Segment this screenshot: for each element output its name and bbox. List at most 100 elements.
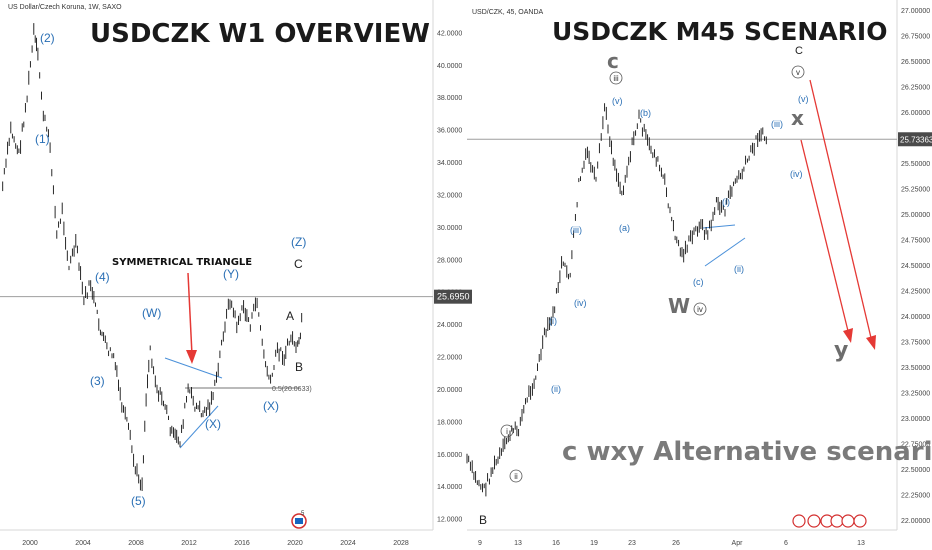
right-symbol-info: USD/CZK, 45, OANDA [472, 9, 544, 16]
svg-text:v: v [796, 68, 800, 77]
triangle-arrow [187, 272, 193, 356]
left-price-axis: 12.0000 14.0000 16.0000 18.0000 20.0000 22.00… [437, 30, 462, 523]
y-tick-label: 23.75000 [901, 339, 930, 346]
wave-label-A-left: A [286, 309, 294, 323]
right-price-label: 25.73363 [900, 135, 932, 144]
y-tick-label: 27.00000 [901, 8, 930, 15]
right-panel-bg [467, 0, 932, 550]
y-tick-label: 18.0000 [437, 419, 462, 426]
x-tick-label: 9 [478, 540, 482, 547]
scenario-arrow-1 [809, 79, 873, 343]
wave-label-Z: (Z) [291, 235, 306, 249]
wave-label-3: (3) [90, 374, 105, 388]
y-tick-label: 24.75000 [901, 238, 930, 245]
svg-text:5: 5 [301, 511, 305, 517]
wave-label-x: x [791, 106, 804, 130]
scenario-arrow-2 [800, 139, 850, 336]
left-price-series [2, 23, 303, 491]
x-tick-label: 2004 [75, 540, 91, 547]
y-tick-label: 40.0000 [437, 63, 462, 70]
wave-label-1: (1) [35, 132, 50, 146]
x-tick-label: 2012 [181, 540, 197, 547]
wave-label-W-right: W [668, 294, 690, 318]
x-tick-label: 2024 [340, 540, 356, 547]
x-tick-label: 6 [784, 540, 788, 547]
y-tick-label: 23.50000 [901, 365, 930, 372]
triangle-upper-line [164, 357, 223, 379]
y-tick-label: 22.25000 [901, 492, 930, 499]
right-price-axis: 22.00000 22.25000 22.50000 22.75000 23.00000… [901, 8, 930, 525]
wave-label-iv-1: (iv) [574, 298, 587, 308]
y-tick-label: 23.25000 [901, 390, 930, 397]
right-event-flags-icon[interactable] [792, 514, 867, 528]
circled-label-ii: ii [509, 469, 523, 483]
wave-label-iii-2: (iii) [771, 119, 783, 129]
wave-label-ii-2: (ii) [734, 264, 744, 274]
left-price-tag [434, 289, 472, 304]
wave-label-2: (2) [40, 31, 55, 45]
wave-label-X1: (X) [205, 417, 221, 431]
x-tick-label: 26 [672, 540, 680, 547]
y-tick-label: 26.25000 [901, 85, 930, 92]
circled-label-iv: iv [693, 302, 707, 316]
x-tick-label: 19 [590, 540, 598, 547]
triangle-lower-line [179, 405, 219, 449]
wave-label-b: (b) [640, 108, 651, 118]
left-panel-bg [0, 0, 432, 550]
left-price-label: 25.6950 [437, 292, 470, 302]
wave-label-4: (4) [95, 270, 110, 284]
x-tick-label: 13 [857, 540, 865, 547]
x-tick-label: 2020 [287, 540, 303, 547]
wave-label-B-right: B [479, 513, 487, 527]
x-tick-label: 23 [628, 540, 636, 547]
y-tick-label: 24.00000 [901, 314, 930, 321]
x-tick-label: 2008 [128, 540, 144, 547]
wave-label-ii-1: (ii) [551, 384, 561, 394]
wave-label-Y: (Y) [223, 267, 239, 281]
left-symbol-info: US Dollar/Czech Koruna, 1W, SAXO [8, 4, 122, 11]
y-tick-label: 25.00000 [901, 212, 930, 219]
wave-label-i-1: (i) [549, 316, 557, 326]
y-tick-label: 34.0000 [437, 160, 462, 167]
scenario-arrow-2-head [843, 328, 853, 343]
y-tick-label: 24.0000 [437, 322, 462, 329]
channel-lower-line [704, 237, 746, 267]
svg-text:i: i [506, 427, 508, 436]
circled-label-i: i [500, 424, 514, 438]
x-tick-label: Apr [732, 540, 744, 547]
y-tick-label: 16.0000 [437, 452, 462, 459]
wave-label-y: y [834, 338, 848, 363]
left-time-axis: 2000 2004 2008 2012 2016 2020 2024 2028 [22, 540, 409, 547]
y-tick-label: 24.50000 [901, 263, 930, 270]
y-tick-label: 26.50000 [901, 59, 930, 66]
svg-text:ii: ii [514, 472, 518, 481]
svg-text:iii: iii [613, 74, 619, 83]
wave-label-iv-2: (iv) [790, 169, 803, 179]
wave-label-v-2: (v) [798, 94, 809, 104]
right-price-series [466, 103, 767, 497]
y-tick-label: 25.25000 [901, 187, 930, 194]
wave-label-v-1: (v) [612, 96, 623, 106]
svg-text:iv: iv [697, 305, 703, 314]
y-tick-label: 26.75000 [901, 34, 930, 41]
wave-label-big-c: c [607, 49, 619, 73]
x-tick-label: 2028 [393, 540, 409, 547]
channel-upper-line [702, 224, 736, 229]
y-tick-label: 30.0000 [437, 225, 462, 232]
wave-label-iii-1: (iii) [570, 225, 582, 235]
wave-label-C-left: C [294, 257, 303, 271]
scenario-subtitle: c wxy Alternative scenario [562, 437, 932, 467]
left-flag-badge-icon[interactable]: 5 [291, 511, 307, 529]
y-tick-label: 22.50000 [901, 467, 930, 474]
wave-label-X2: (X) [263, 399, 279, 413]
x-tick-label: 16 [552, 540, 560, 547]
wave-label-5: (5) [131, 494, 146, 508]
y-tick-label: 42.0000 [437, 30, 462, 37]
y-tick-label: 20.0000 [437, 387, 462, 394]
wave-label-B-left: B [295, 360, 303, 374]
circled-label-v: v [791, 65, 805, 79]
y-tick-label: 12.0000 [437, 517, 462, 524]
triangle-label: SYMMETRICAL TRIANGLE [112, 257, 252, 268]
y-tick-label: 38.0000 [437, 95, 462, 102]
